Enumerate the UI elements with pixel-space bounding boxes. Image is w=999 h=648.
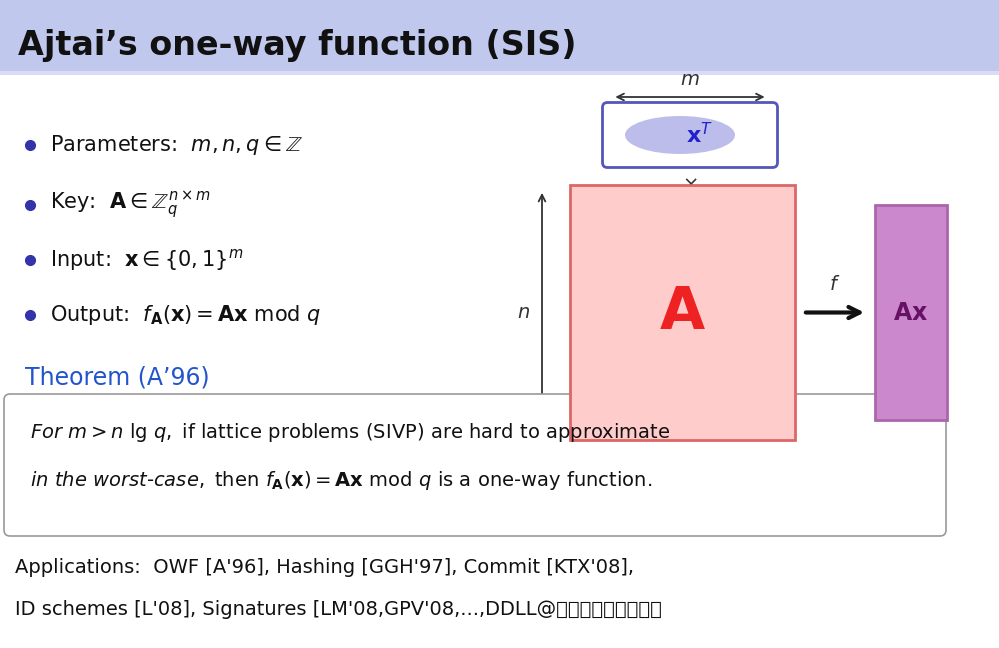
Bar: [0, 75, 999, 648]
Ellipse shape: [625, 116, 735, 154]
Text: Theorem (A’96): Theorem (A’96): [25, 366, 210, 390]
Text: $m$: $m$: [680, 70, 700, 89]
FancyBboxPatch shape: [4, 394, 946, 536]
Text: $\mathbf{A}$: $\mathbf{A}$: [659, 284, 706, 341]
Text: $\mathbf{Ax}$: $\mathbf{Ax}$: [893, 301, 929, 325]
Bar: [875, 205, 947, 420]
Text: ID schemes [L'08], Signatures [LM'08,GPV'08,...,DDLL@爱学习的米斯特儿江: ID schemes [L'08], Signatures [LM'08,GPV…: [15, 600, 662, 619]
Bar: [0, 0, 999, 75]
Text: $n$: $n$: [517, 303, 530, 322]
Text: $f$: $f$: [829, 275, 841, 294]
Text: $\times$: $\times$: [682, 175, 698, 194]
Text: $\mathbf{x}^T$: $\mathbf{x}^T$: [686, 122, 713, 148]
Text: Output:  $f_{\mathbf{A}}(\mathbf{x}) = \mathbf{Ax}$ mod $q$: Output: $f_{\mathbf{A}}(\mathbf{x}) = \m…: [50, 303, 321, 327]
Text: Applications:  OWF [A'96], Hashing [GGH'97], Commit [KTX'08],: Applications: OWF [A'96], Hashing [GGH'9…: [15, 558, 634, 577]
Text: Input:  $\mathbf{x} \in \{0, 1\}^m$: Input: $\mathbf{x} \in \{0, 1\}^m$: [50, 247, 244, 273]
Bar: [570, 185, 795, 440]
Text: $\mathit{in\ the\ worst\text{-}case\mathrm{,\ then}}\ f_{\mathbf{A}}(\mathbf{x}): $\mathit{in\ the\ worst\text{-}case\math…: [30, 469, 652, 491]
Text: $\mathit{For\ m > n\ \mathrm{lg}\ q\mathrm{,\ if\ lattice\ problems\ (SIVP)\ are: $\mathit{For\ m > n\ \mathrm{lg}\ q\math…: [30, 421, 670, 443]
Text: Ajtai’s one-way function (SIS): Ajtai’s one-way function (SIS): [18, 30, 576, 62]
FancyBboxPatch shape: [602, 102, 777, 167]
Text: Parameters:  $m, n, q \in \mathbb{Z}$: Parameters: $m, n, q \in \mathbb{Z}$: [50, 133, 303, 157]
Text: Key:  $\mathbf{A} \in \mathbb{Z}_q^{n \times m}$: Key: $\mathbf{A} \in \mathbb{Z}_q^{n \ti…: [50, 189, 211, 221]
Bar: [0, 71, 999, 75]
